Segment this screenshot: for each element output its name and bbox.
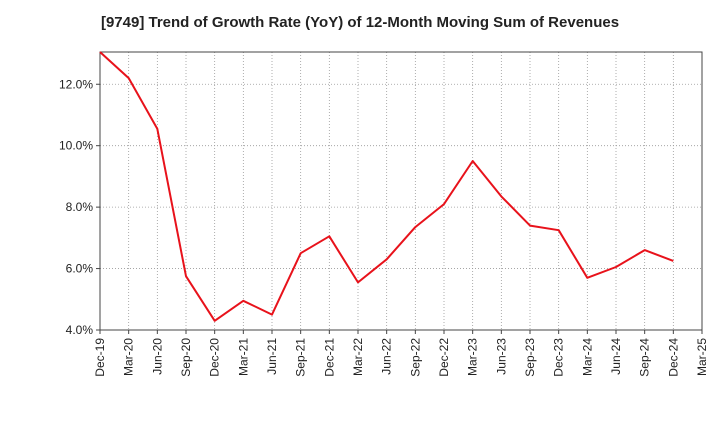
x-tick-label: Jun-22 xyxy=(380,338,394,375)
chart-title: [9749] Trend of Growth Rate (YoY) of 12-… xyxy=(100,14,620,31)
y-tick-label: 4.0% xyxy=(66,323,94,337)
x-tick-label: Dec-23 xyxy=(552,338,566,377)
x-tick-label: Sep-22 xyxy=(408,338,422,377)
x-tick-label: Jun-21 xyxy=(265,338,279,375)
x-tick-label: Dec-24 xyxy=(666,338,680,377)
x-tick-label: Sep-23 xyxy=(523,338,537,377)
y-tick-label: 12.0% xyxy=(59,77,93,91)
x-tick-label: Dec-19 xyxy=(93,338,107,377)
x-tick-label: Dec-22 xyxy=(437,338,451,377)
x-tick-label: Mar-20 xyxy=(122,338,136,376)
x-tick-label: Mar-22 xyxy=(351,338,365,376)
y-tick-label: 10.0% xyxy=(59,139,93,153)
y-tick-label: 8.0% xyxy=(66,200,94,214)
x-tick-label: Jun-20 xyxy=(150,338,164,375)
x-tick-label: Sep-20 xyxy=(179,338,193,377)
x-tick-label: Mar-23 xyxy=(466,338,480,376)
x-tick-label: Jun-23 xyxy=(494,338,508,375)
x-tick-label: Sep-21 xyxy=(294,338,308,377)
x-tick-label: Dec-20 xyxy=(208,338,222,377)
x-tick-label: Mar-24 xyxy=(580,338,594,376)
x-tick-label: Jun-24 xyxy=(609,338,623,375)
plot-frame xyxy=(99,51,703,331)
x-tick-label: Mar-21 xyxy=(236,338,250,376)
x-tick-label: Dec-21 xyxy=(322,338,336,377)
y-tick-label: 6.0% xyxy=(66,262,94,276)
x-tick-label: Sep-24 xyxy=(638,338,652,377)
x-tick-label: Mar-25 xyxy=(695,338,709,376)
